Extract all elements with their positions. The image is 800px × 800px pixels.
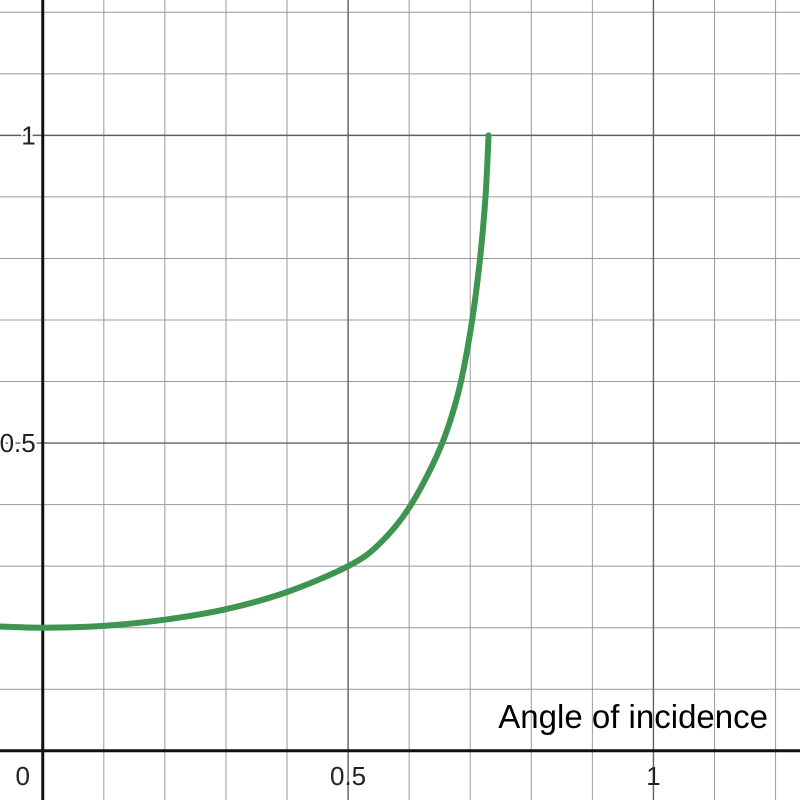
x-tick-label: 0 xyxy=(16,761,30,791)
x-tick-label: 0.5 xyxy=(330,761,366,791)
y-tick-label: 1 xyxy=(21,120,35,150)
series-group xyxy=(0,132,492,631)
tick-labels: 0 0.5 1 0.5 1 xyxy=(0,118,661,791)
y-tick-label: 0.5 xyxy=(0,428,36,458)
x-tick-label: 1 xyxy=(646,761,660,791)
series-line xyxy=(0,132,492,631)
x-axis-label: Angle of incidence xyxy=(498,698,768,735)
